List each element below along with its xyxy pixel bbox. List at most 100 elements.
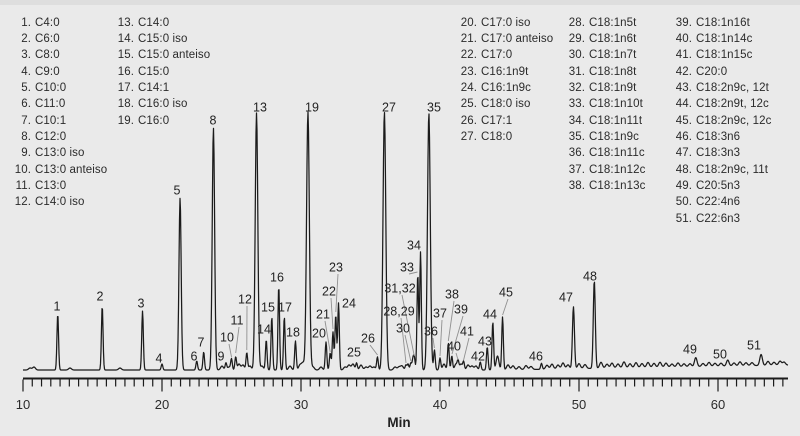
x-axis-tick-label: 10 [16,397,30,412]
legend-item-number: 23. [460,65,477,78]
legend-item: 4. C9:0 [1,66,60,82]
legend-item-number: 51. [675,212,692,225]
top-strip [0,0,800,5]
legend-item-number: 21. [460,32,477,45]
peak-label: 28,29 [383,305,414,319]
legend-item: 27. C18:0 [447,131,512,147]
legend-item-name: C6:0 [35,32,60,45]
peak-label-leader-line [324,320,331,353]
legend-item: 23. C16:1n9t [447,65,529,82]
legend-item-number: 40. [675,32,692,45]
peak-label: 25 [347,346,361,360]
peak-label: 8 [210,114,217,128]
legend-item-name: C18:0 [481,130,513,143]
legend-item: 16. C15:0 [104,66,169,82]
legend-item: 14. C15:0 iso [104,32,188,49]
peak-label: 19 [305,101,319,115]
legend-item-name: C14:0 [138,16,170,29]
peak-label-leader-line [439,319,443,357]
legend-item-number: 4. [21,65,31,78]
peak-label: 30 [396,322,410,336]
legend-item: 41. C18:1n15c [662,49,753,65]
legend-item: 44. C18:2n9t, 12c [662,98,769,114]
legend-item: 46. C18:3n6 [662,131,740,147]
legend-item-number: 49. [675,180,692,192]
legend-item: 6. C11:0 [1,98,65,114]
peak-label: 13 [253,101,267,115]
legend-item-number: 12. [14,196,31,209]
legend-item-number: 18. [117,98,134,111]
peak-label: 33 [400,261,414,275]
peak-label-leader-line [235,326,240,354]
peak-label: 27 [382,101,396,115]
peak-label: 2 [97,290,104,304]
legend-item-number: 45. [675,114,692,127]
peak-label-leader-line [228,343,232,358]
legend-item: 8. C12:0 [1,131,66,147]
legend-item: 13. C14:0 [104,17,169,33]
legend-item-name: C4:0 [35,16,60,29]
peak-label: 9 [218,350,225,364]
peak-label: 16 [270,271,284,285]
legend-item-number: 15. [117,49,134,62]
peak-label-leader-line [335,273,339,313]
legend-item: 43. C18:2n9c, 12t [662,82,769,98]
legend-item-number: 48. [675,163,692,176]
legend-item-name: C17:0 [481,49,513,62]
legend-item: 12. C14:0 iso [1,196,85,212]
legend-item-name: C18:1n16t [696,16,750,29]
legend-item-number: 27. [460,130,477,143]
peak-label-leader-line [400,317,407,364]
x-axis-tick-label: 30 [294,397,308,412]
legend-item-name: C18:2n9c, 12c [696,114,772,127]
legend-item: 9. C13:0 iso [1,147,84,163]
legend-item-number: 3. [21,49,31,62]
peak-label: 23 [329,261,343,275]
peak-label: 36 [424,325,438,339]
legend-item-name: C16:1n9t [481,65,529,78]
peak-label: 4 [156,352,163,366]
legend-item: 35. C18:1n9c [555,131,639,147]
legend-item-number: 26. [460,114,477,127]
legend-item-name: C9:0 [35,65,60,78]
legend-item: 7. C10:1 [1,115,66,131]
legend-item-number: 33. [568,98,585,111]
peak-label: 31,32 [384,282,415,296]
legend-item-name: C10:0 [35,81,67,94]
legend-item: 28. C18:1n5t [555,17,637,33]
legend-item: 24. C16:1n9c [447,82,531,98]
legend-item-number: 37. [568,163,585,176]
peak-label-leader-line [404,334,412,362]
peak-label: 45 [499,286,513,300]
legend-item-number: 9. [21,147,31,160]
peak-label: 12 [238,293,252,307]
x-axis-tick-label: 50 [572,397,586,412]
legend-item-name: C18:2n9t, 12c [696,98,769,111]
legend-item-name: C17:1 [481,114,513,127]
legend-item: 45. C18:2n9c, 12c [662,114,772,131]
legend-item-number: 29. [568,32,585,45]
peak-label-leader-line [463,337,470,361]
legend-item: 17. C14:1 [104,82,169,98]
legend-item-number: 5. [21,81,31,94]
legend-item-name: C22:4n6 [696,196,741,209]
legend-item-name: C18:1n14c [696,32,753,45]
legend-item-name: C15:0 iso [138,32,188,45]
legend-item: 48. C18:2n9c, 11t [662,164,768,180]
legend-item: 31. C18:1n8t [555,66,637,82]
legend-item-number: 41. [675,49,692,62]
legend-item-number: 25. [460,98,477,111]
peak-label: 14 [257,323,271,337]
legend-item-number: 8. [21,130,31,143]
legend-item-name: C16:1n9c [481,81,532,94]
peak-label: 22 [322,285,336,299]
legend-item: 1. C4:0 [1,17,60,33]
legend-item-name: C18:1n15c [696,49,753,62]
legend-item: 25. C18:0 iso [447,98,531,114]
legend-item-name: C18:1n7t [589,49,637,62]
x-axis-unit-label: Min [387,415,411,430]
legend-item-name: C18:2n9c, 11t [696,163,769,176]
x-axis-tick-label: 60 [711,397,725,412]
legend-item: 49. C20:5n3 [662,180,740,196]
